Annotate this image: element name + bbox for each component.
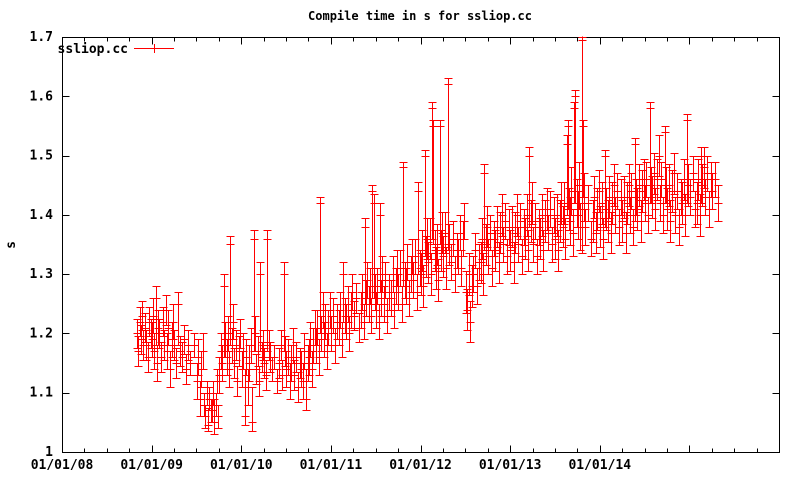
x-tick-label: 01/01/14 [568, 458, 631, 473]
x-tick-label: 01/01/09 [120, 458, 183, 473]
y-tick-label: 1.4 [30, 208, 54, 223]
axes [62, 37, 780, 453]
y-axis-tick-labels: 1 1.1 1.2 1.3 1.4 1.5 1.6 1.7 [30, 30, 54, 460]
y-tick-label: 1.7 [30, 30, 53, 45]
x-tick-label: 01/01/08 [31, 458, 94, 473]
plot-frame-and-ticks [62, 37, 780, 453]
y-tick-label: 1.3 [30, 267, 53, 282]
x-axis-tick-labels: 01/01/08 01/01/09 01/01/10 01/01/11 01/01/12… [31, 458, 632, 473]
x-tick-label: 01/01/11 [300, 458, 363, 473]
y-axis-label: s [4, 241, 19, 249]
y-tick-label: 1.6 [30, 89, 54, 104]
x-tick-label: 01/01/10 [210, 458, 273, 473]
x-tick-label: 01/01/13 [479, 458, 542, 473]
series-ssliop-errorbars [133, 36, 723, 435]
chart-title: Compile time in s for ssliop.cc [308, 9, 532, 23]
legend: ssliop.cc [58, 42, 174, 57]
legend-sample-marker [134, 44, 174, 53]
y-tick-label: 1 [45, 445, 53, 460]
y-tick-label: 1.1 [30, 386, 54, 401]
legend-label: ssliop.cc [58, 42, 128, 57]
y-tick-label: 1.2 [30, 326, 53, 341]
x-tick-label: 01/01/12 [389, 458, 452, 473]
y-tick-label: 1.5 [30, 149, 53, 164]
errorbar-points-path [133, 36, 723, 435]
